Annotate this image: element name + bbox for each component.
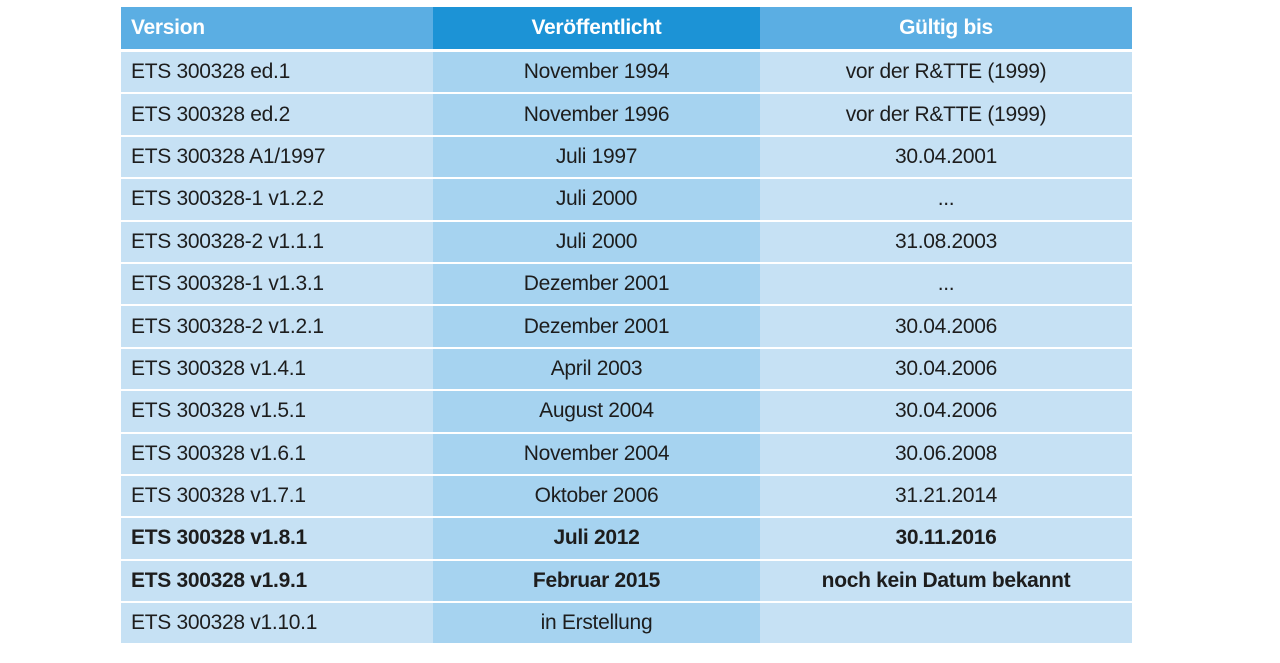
table-row: ETS 300328 ed.2 November 1996 vor der R&TT… <box>121 93 1132 137</box>
column-header-version: Version <box>121 7 433 52</box>
valid-until-cell: 30.04.2006 <box>760 390 1132 434</box>
table-row: ETS 300328 v1.10.1 in Erstellung <box>121 602 1132 644</box>
table-row: ETS 300328 v1.4.1 April 2003 30.04.2006 <box>121 347 1132 392</box>
valid-until-cell: ... <box>760 178 1132 222</box>
valid-until-cell: 30.04.2006 <box>760 347 1132 392</box>
version-cell: ETS 300328 v1.5.1 <box>121 390 433 434</box>
version-cell: ETS 300328 v1.9.1 <box>121 559 433 604</box>
published-cell: April 2003 <box>433 347 760 392</box>
table-row: ETS 300328 ed.1 November 1994 vor der R&TT… <box>121 50 1132 95</box>
version-cell: ETS 300328 ed.1 <box>121 50 433 95</box>
version-cell: ETS 300328 v1.7.1 <box>121 474 433 519</box>
published-cell: Juli 2000 <box>433 178 760 222</box>
table-row: ETS 300328 v1.9.1 Februar 2015 noch kein D… <box>121 559 1132 604</box>
version-cell: ETS 300328-2 v1.2.1 <box>121 305 433 349</box>
table-row: ETS 300328 v1.5.1 August 2004 30.04.2006 <box>121 390 1132 434</box>
version-cell: ETS 300328 v1.8.1 <box>121 517 433 561</box>
valid-until-cell: 31.08.2003 <box>760 220 1132 264</box>
table-body: ETS 300328 ed.1 November 1994 vor der R&TT… <box>121 50 1132 644</box>
valid-until-cell: 30.06.2008 <box>760 432 1132 476</box>
version-table-container: Version Veröffentlicht Gültig bis ETS 30… <box>121 7 1132 644</box>
published-cell: November 1994 <box>433 50 760 95</box>
published-cell: November 1996 <box>433 93 760 137</box>
published-cell: Oktober 2006 <box>433 474 760 519</box>
table-row: ETS 300328 v1.6.1 November 2004 30.06.2008 <box>121 432 1132 476</box>
version-cell: ETS 300328-2 v1.1.1 <box>121 220 433 264</box>
published-cell: November 2004 <box>433 432 760 476</box>
table-row: ETS 300328-2 v1.2.1 Dezember 2001 30.04.20… <box>121 305 1132 349</box>
version-cell: ETS 300328 A1/1997 <box>121 135 433 180</box>
published-cell: Dezember 2001 <box>433 305 760 349</box>
valid-until-cell: 30.04.2001 <box>760 135 1132 180</box>
table-row: ETS 300328 v1.8.1 Juli 2012 30.11.2016 <box>121 517 1132 561</box>
published-cell: August 2004 <box>433 390 760 434</box>
valid-until-cell: noch kein Datum bekannt <box>760 559 1132 604</box>
version-cell: ETS 300328 ed.2 <box>121 93 433 137</box>
published-cell: Juli 1997 <box>433 135 760 180</box>
version-cell: ETS 300328-1 v1.2.2 <box>121 178 433 222</box>
published-cell: Juli 2012 <box>433 517 760 561</box>
valid-until-cell <box>760 602 1132 644</box>
valid-until-cell: 30.04.2006 <box>760 305 1132 349</box>
version-cell: ETS 300328-1 v1.3.1 <box>121 262 433 307</box>
valid-until-cell: vor der R&TTE (1999) <box>760 93 1132 137</box>
valid-until-cell: ... <box>760 262 1132 307</box>
table-row: ETS 300328-1 v1.2.2 Juli 2000... <box>121 178 1132 222</box>
table-row: ETS 300328 v1.7.1 Oktober 2006 31.21.2014 <box>121 474 1132 519</box>
valid-until-cell: 30.11.2016 <box>760 517 1132 561</box>
version-table: Version Veröffentlicht Gültig bis ETS 30… <box>121 7 1132 644</box>
published-cell: Juli 2000 <box>433 220 760 264</box>
column-header-published: Veröffentlicht <box>433 7 760 52</box>
table-row: ETS 300328-2 v1.1.1 Juli 2000 31.08.2003 <box>121 220 1132 264</box>
table-header-row: Version Veröffentlicht Gültig bis <box>121 7 1132 52</box>
version-cell: ETS 300328 v1.4.1 <box>121 347 433 392</box>
column-header-valid-until: Gültig bis <box>760 7 1132 52</box>
table-row: ETS 300328-1 v1.3.1 Dezember 2001... <box>121 262 1132 307</box>
version-cell: ETS 300328 v1.10.1 <box>121 602 433 644</box>
valid-until-cell: vor der R&TTE (1999) <box>760 50 1132 95</box>
table-row: ETS 300328 A1/1997 Juli 1997 30.04.2001 <box>121 135 1132 180</box>
published-cell: in Erstellung <box>433 602 760 644</box>
published-cell: Dezember 2001 <box>433 262 760 307</box>
published-cell: Februar 2015 <box>433 559 760 604</box>
valid-until-cell: 31.21.2014 <box>760 474 1132 519</box>
version-cell: ETS 300328 v1.6.1 <box>121 432 433 476</box>
